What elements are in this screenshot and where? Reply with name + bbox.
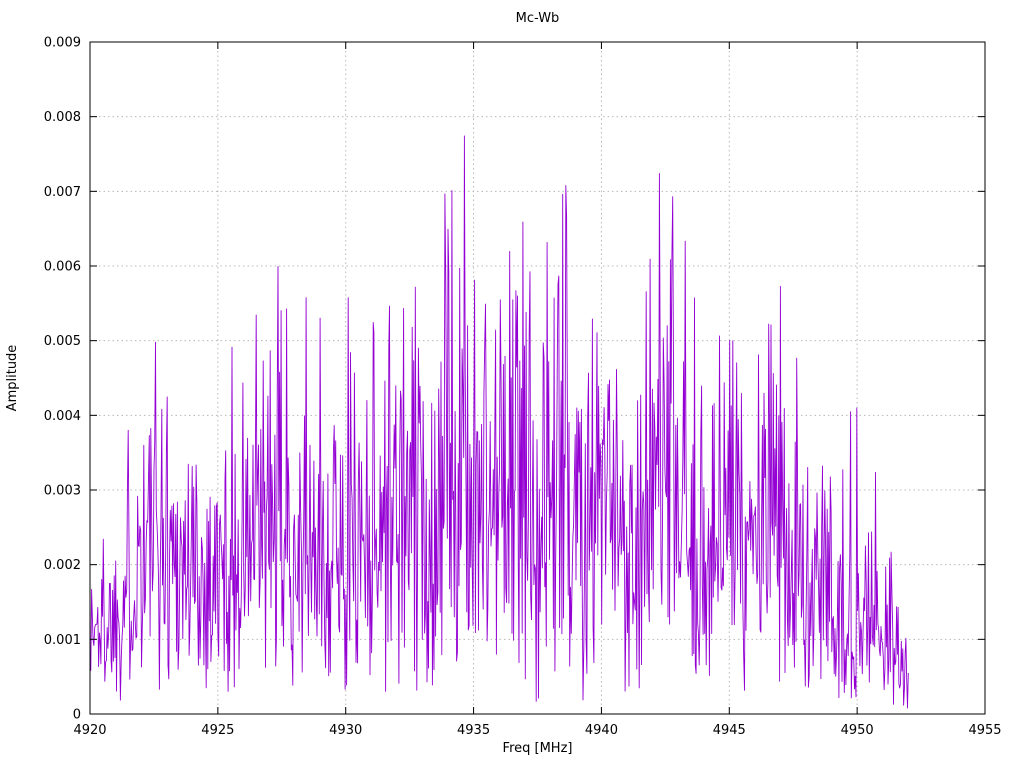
y-tick-label: 0.005: [44, 334, 81, 349]
spectrum-line: [89, 135, 909, 709]
y-tick-label: 0.007: [44, 185, 81, 200]
x-tick-label: 4955: [968, 723, 1001, 738]
x-tick-label: 4920: [73, 723, 106, 738]
y-tick-label: 0.009: [44, 36, 81, 51]
x-tick-label: 4935: [457, 723, 490, 738]
y-tick-label: 0.008: [44, 110, 81, 125]
x-tick-label: 4945: [713, 723, 746, 738]
y-tick-label: 0.006: [44, 260, 81, 275]
x-axis-label: Freq [MHz]: [503, 741, 573, 756]
x-tick-label: 4925: [201, 723, 234, 738]
y-tick-label: 0.002: [44, 558, 81, 573]
y-tick-label: 0: [73, 708, 81, 723]
data-series: [89, 135, 909, 709]
y-tick-label: 0.004: [44, 409, 81, 424]
y-axis-label: Amplitude: [5, 345, 20, 412]
axis-tick-labels: 4920 4925 4930 4935 4940 4945 4950 4955 0 0.001 0.…: [44, 36, 1002, 739]
x-tick-label: 4940: [585, 723, 618, 738]
x-tick-label: 4930: [329, 723, 362, 738]
plot-border: [89, 41, 986, 715]
chart-title: Mc-Wb: [516, 11, 560, 26]
x-tick-label: 4950: [841, 723, 874, 738]
y-tick-label: 0.003: [44, 484, 81, 499]
y-tick-label: 0.001: [44, 633, 81, 648]
